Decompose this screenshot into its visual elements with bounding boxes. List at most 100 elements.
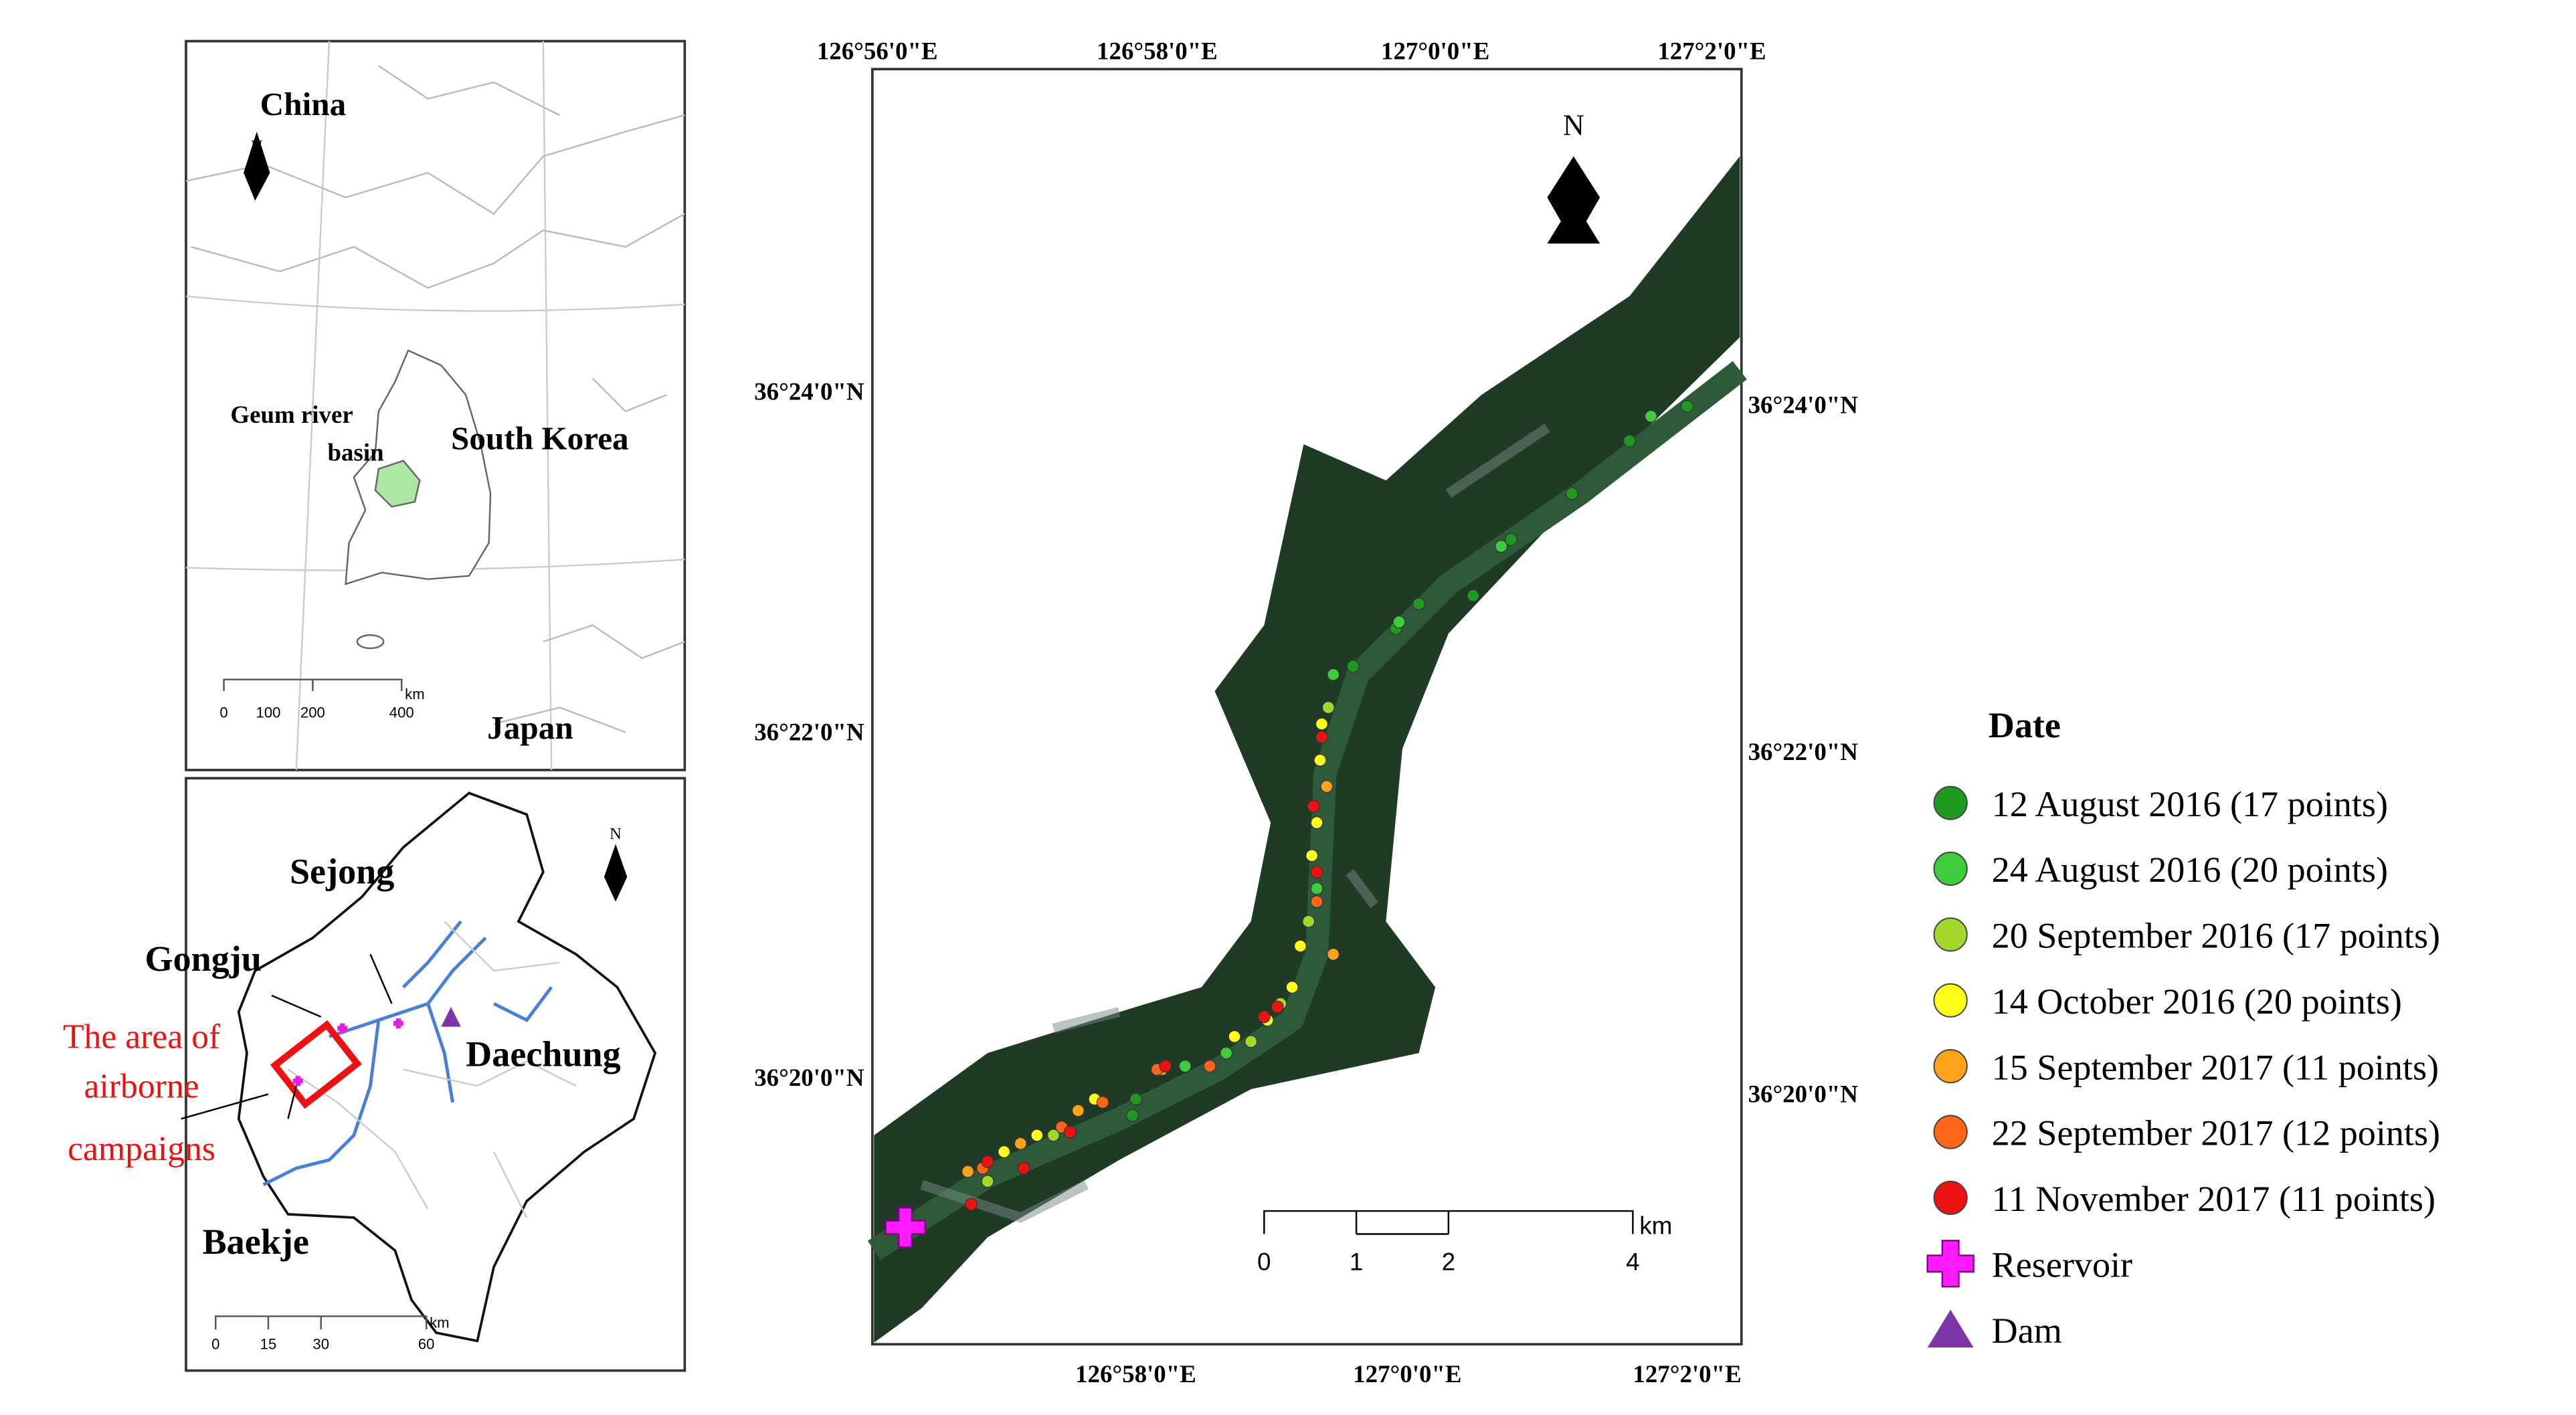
sample-point [1245,1035,1258,1048]
main-map [867,68,1747,1346]
latitude-label: 36°24'0"N [754,378,864,405]
basin-map [181,777,686,1372]
sample-point [1178,1060,1192,1073]
sample-point [1327,947,1340,961]
scale-label: 400 [389,704,414,721]
reservoir-mark [885,1206,926,1248]
sample-point [1467,589,1480,602]
sample-point [1392,616,1406,629]
sample-point [981,1155,994,1168]
legend-marker [1933,1180,1968,1215]
place-label: basin [328,439,384,466]
legend-marker [1927,1309,1974,1348]
north-arrow [244,131,270,201]
scale-label: 0 [1257,1248,1271,1276]
scale-label: 1 [1350,1248,1364,1276]
scale-label: 0 [211,1336,219,1353]
inset-map [185,39,686,771]
legend-label: 11 November 2017 (11 points) [1992,1179,2435,1219]
sample-point [1228,1030,1241,1043]
subbasins [287,921,577,1218]
korea-outline [345,349,492,585]
scale-label: 30 [312,1336,329,1353]
sample-point [1305,849,1319,862]
campaign-label: The area of [63,1018,221,1056]
north-label: N [1563,109,1584,142]
legend-marker [1933,917,1968,952]
scale-bar [1263,1210,1634,1235]
sample-point [1071,1104,1085,1117]
sample-point [1271,1000,1284,1014]
sample-point [1285,981,1299,994]
legend-label: Dam [1992,1311,2062,1351]
sample-point [1681,399,1694,413]
north-label: N [610,825,622,843]
legend-title: Date [1989,705,2061,745]
scale-bar [223,678,403,691]
latitude-label: 36°22'0"N [754,719,864,746]
north-label: N [251,137,263,155]
legend-label: 14 October 2016 (20 points) [1992,981,2402,1022]
sample-point [1220,1046,1233,1060]
sample-point [1310,816,1323,830]
scale-unit: km [1639,1212,1672,1239]
sample-point [1063,1125,1077,1139]
dam-mark [441,1007,461,1027]
longitude-label: 126°58'0"E [1097,37,1218,65]
scale-unit: km [405,686,425,702]
sample-point [1203,1060,1216,1073]
geum-basin [374,460,421,508]
longitude-label: 126°56'0"E [817,37,938,65]
campaign-area [270,1020,362,1109]
legend-marker [1933,1049,1968,1084]
satellite-image [874,156,1740,1343]
legend-label: 24 August 2016 (20 points) [1992,850,2388,890]
sample-point [1096,1096,1109,1109]
sample-point [1310,895,1323,909]
scale-label: 0 [219,704,227,721]
latitude-label: 36°22'0"N [1748,738,1859,765]
legend-marker [1933,983,1968,1018]
sample-point [1320,780,1333,793]
legend-label: Reservoir [1992,1244,2132,1285]
borders [185,65,685,733]
sample-point [1315,717,1328,731]
sample-point [981,1175,994,1188]
longitude-label: 126°58'0"E [1075,1360,1196,1388]
rivers [262,920,553,1186]
legend-label: 12 August 2016 (17 points) [1992,784,2388,824]
sample-point [1346,660,1360,673]
sample-point [1644,409,1657,423]
place-label: Geum river [230,401,353,428]
jeju [356,634,385,650]
sample-point [1030,1129,1044,1142]
sample-point [1302,915,1315,928]
sample-point [1159,1060,1172,1073]
sample-point [1310,882,1323,895]
reservoir-symbol [885,1206,926,1248]
arrows [181,953,393,1120]
north-arrow [604,844,628,902]
scale-bar [215,1315,428,1330]
sample-point [1307,799,1320,813]
legend-label: 20 September 2016 (17 points) [1992,916,2440,956]
place-label: China [260,86,347,122]
sample-point [1014,1137,1027,1150]
latitude-label: 36°24'0"N [1748,391,1859,418]
sample-point [961,1165,974,1178]
sample-point [1504,533,1517,547]
sample-point [1321,701,1335,714]
longitude-label: 127°0'0"E [1381,37,1489,65]
longitude-label: 127°2'0"E [1633,1360,1741,1388]
latitude-label: 36°20'0"N [1748,1080,1859,1108]
sample-point [1293,939,1307,953]
scale-label: 2 [1442,1248,1456,1276]
scale-label: 200 [300,704,325,721]
legend-label: 22 September 2017 (12 points) [1992,1113,2440,1153]
sample-point [1257,1010,1271,1024]
scale-label: 15 [260,1336,277,1353]
longitude-label: 127°0'0"E [1353,1360,1461,1388]
scale-unit: km [430,1315,450,1331]
place-label: Daechung [466,1034,621,1074]
sample-point [1495,540,1508,553]
